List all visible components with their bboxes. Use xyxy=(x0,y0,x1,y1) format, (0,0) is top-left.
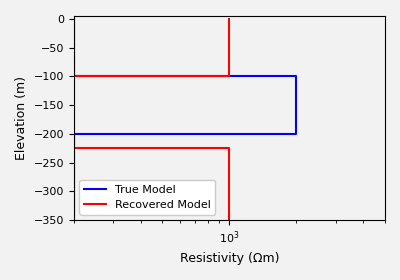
True Model xyxy=(294,75,299,78)
Recovered Model xyxy=(71,75,76,78)
True Model xyxy=(71,218,76,222)
True Model xyxy=(71,132,76,136)
Y-axis label: Elevation (m): Elevation (m) xyxy=(15,76,28,160)
Line: True Model: True Model xyxy=(74,19,296,220)
True Model xyxy=(71,17,76,20)
True Model xyxy=(294,132,299,136)
Recovered Model xyxy=(227,75,232,78)
Recovered Model xyxy=(227,17,232,20)
Line: Recovered Model: Recovered Model xyxy=(74,19,229,226)
Recovered Model xyxy=(71,146,76,150)
Legend: True Model, Recovered Model: True Model, Recovered Model xyxy=(79,180,215,214)
Recovered Model xyxy=(227,146,232,150)
True Model xyxy=(71,75,76,78)
Recovered Model xyxy=(227,224,232,228)
X-axis label: Resistivity (Ωm): Resistivity (Ωm) xyxy=(180,252,279,265)
